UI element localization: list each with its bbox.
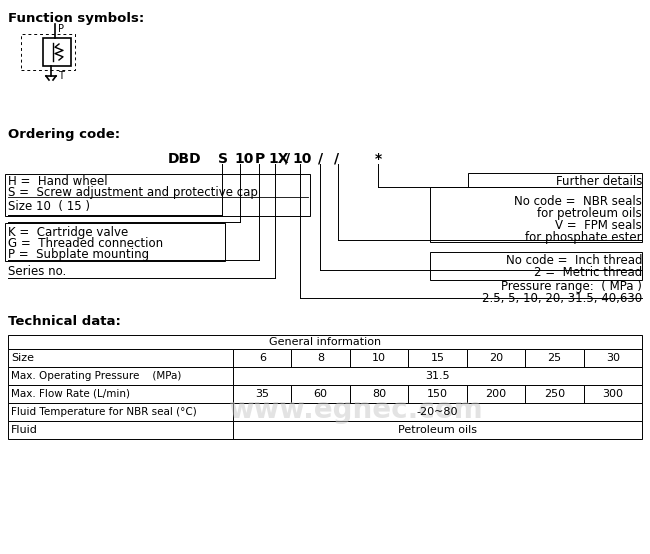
Text: P =  Subplate mounting: P = Subplate mounting — [8, 248, 149, 261]
Bar — [233, 349, 291, 367]
Text: No code =  Inch thread: No code = Inch thread — [506, 254, 642, 267]
Bar — [8, 421, 233, 439]
Text: P: P — [58, 24, 64, 34]
Bar — [408, 349, 467, 367]
Text: Max. Flow Rate (L/min): Max. Flow Rate (L/min) — [11, 389, 130, 399]
Text: 150: 150 — [427, 389, 448, 399]
Text: 15: 15 — [430, 353, 445, 363]
Text: S: S — [218, 152, 228, 166]
Text: Pressure range:  ( MPa ): Pressure range: ( MPa ) — [501, 280, 642, 293]
Text: P: P — [255, 152, 265, 166]
Bar — [468, 173, 642, 187]
Bar — [8, 335, 642, 349]
Bar — [467, 385, 525, 403]
Bar — [8, 385, 233, 403]
Text: H =  Hand wheel: H = Hand wheel — [8, 175, 108, 188]
Text: Size: Size — [11, 353, 34, 363]
Bar — [525, 349, 584, 367]
Bar — [8, 349, 233, 367]
Text: 2.5, 5, 10, 20, 31.5, 40,630: 2.5, 5, 10, 20, 31.5, 40,630 — [482, 292, 642, 305]
Text: T: T — [58, 71, 64, 81]
Text: Technical data:: Technical data: — [8, 315, 121, 328]
Text: DBD: DBD — [168, 152, 202, 166]
Bar — [8, 367, 233, 385]
Bar — [43, 38, 71, 66]
Text: V =  FPM seals: V = FPM seals — [555, 219, 642, 232]
Bar — [584, 385, 642, 403]
Text: 30: 30 — [606, 353, 620, 363]
Text: 10: 10 — [234, 152, 254, 166]
Text: 60: 60 — [314, 389, 328, 399]
Text: 200: 200 — [486, 389, 506, 399]
Text: 250: 250 — [544, 389, 565, 399]
Text: Series no.: Series no. — [8, 265, 66, 278]
Text: 1X: 1X — [268, 152, 289, 166]
Text: G =  Threaded connection: G = Threaded connection — [8, 237, 163, 250]
Text: 80: 80 — [372, 389, 386, 399]
Bar — [5, 174, 310, 216]
Bar — [408, 385, 467, 403]
Text: 25: 25 — [547, 353, 562, 363]
Text: Fluid Temperature for NBR seal (°C): Fluid Temperature for NBR seal (°C) — [11, 407, 197, 417]
Text: Max. Operating Pressure    (MPa): Max. Operating Pressure (MPa) — [11, 371, 181, 381]
Bar — [233, 421, 642, 439]
Text: -20~80: -20~80 — [417, 407, 458, 417]
Bar — [5, 223, 225, 261]
Text: Further details: Further details — [556, 175, 642, 188]
Text: K =  Cartridge valve: K = Cartridge valve — [8, 226, 128, 239]
Bar — [430, 252, 642, 280]
Bar — [291, 385, 350, 403]
Text: /: / — [318, 152, 323, 166]
Text: 31.5: 31.5 — [425, 371, 450, 381]
Bar — [350, 349, 408, 367]
Bar — [233, 385, 291, 403]
Text: Petroleum oils: Petroleum oils — [398, 425, 477, 435]
Text: 10: 10 — [372, 353, 386, 363]
Text: 20: 20 — [489, 353, 503, 363]
Text: 8: 8 — [317, 353, 324, 363]
Text: 6: 6 — [259, 353, 266, 363]
Text: www.egnec.com: www.egnec.com — [227, 396, 482, 424]
Bar — [21, 34, 75, 70]
Text: /: / — [285, 152, 290, 166]
Text: Ordering code:: Ordering code: — [8, 128, 120, 141]
Bar — [525, 385, 584, 403]
Bar — [467, 349, 525, 367]
Bar — [350, 385, 408, 403]
Text: 10: 10 — [292, 152, 311, 166]
Text: *: * — [375, 152, 382, 166]
Text: Size 10  ( 15 ): Size 10 ( 15 ) — [8, 200, 90, 213]
Text: 300: 300 — [603, 389, 623, 399]
Text: 2 =  Metric thread: 2 = Metric thread — [534, 266, 642, 279]
Text: for phosphate ester: for phosphate ester — [525, 231, 642, 244]
Bar — [291, 349, 350, 367]
Bar — [233, 403, 642, 421]
Text: Fluid: Fluid — [11, 425, 38, 435]
Text: S =  Screw adjustment and protective cap: S = Screw adjustment and protective cap — [8, 186, 258, 199]
Text: General information: General information — [269, 337, 381, 347]
Text: 35: 35 — [255, 389, 269, 399]
Bar — [430, 187, 642, 242]
Text: /: / — [334, 152, 339, 166]
Bar — [8, 403, 233, 421]
Text: No code =  NBR seals: No code = NBR seals — [514, 195, 642, 208]
Text: Function symbols:: Function symbols: — [8, 12, 144, 25]
Bar — [584, 349, 642, 367]
Text: for petroleum oils: for petroleum oils — [538, 207, 642, 220]
Bar — [233, 367, 642, 385]
